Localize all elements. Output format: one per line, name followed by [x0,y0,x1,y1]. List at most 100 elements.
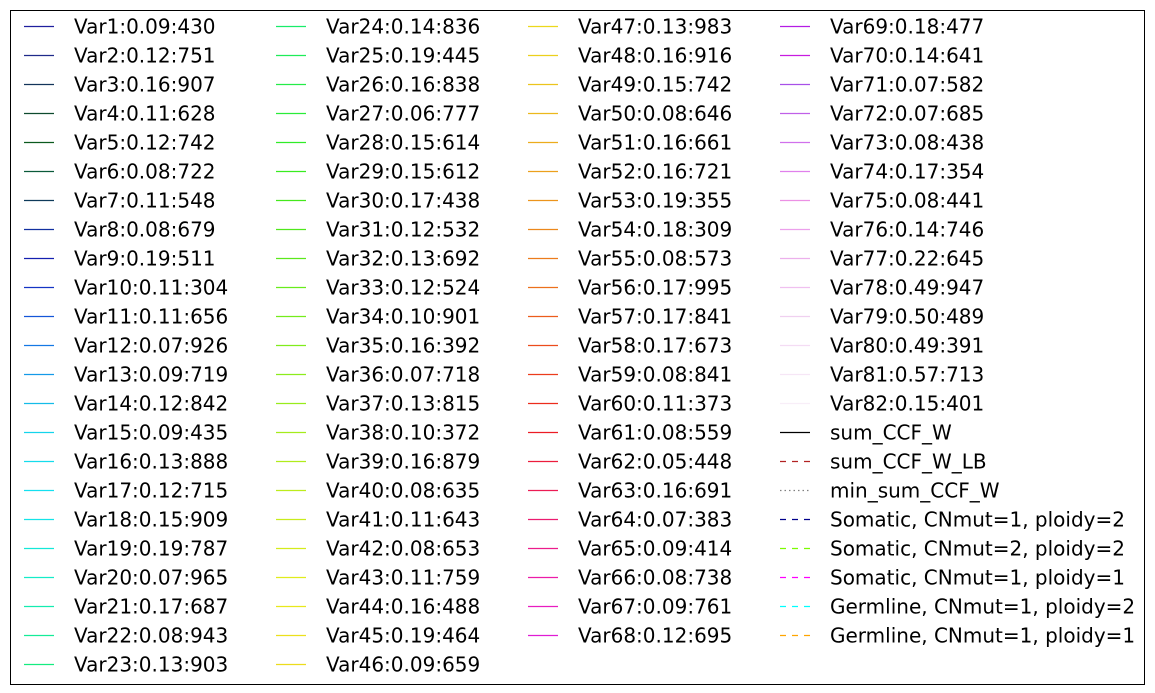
legend-label: Var75:0.08:441 [830,189,984,213]
legend-label: Var14:0.12:842 [74,392,228,416]
legend-entry: Var48:0.16:916 [528,44,732,68]
legend-entry: Var18:0.15:909 [24,508,228,532]
legend-label: Var78:0.49:947 [830,276,984,300]
legend-label: Var81:0.57:713 [830,363,984,387]
legend-entry: Var72:0.07:685 [780,102,984,126]
legend-label: Var56:0.17:995 [578,276,732,300]
legend-entry: Var24:0.14:836 [276,15,480,39]
legend-label: Var30:0.17:438 [326,189,480,213]
legend-label: Var34:0.10:901 [326,305,480,329]
legend-label: Var38:0.10:372 [326,421,480,445]
legend-label: Var53:0.19:355 [578,189,732,213]
legend-label: Var40:0.08:635 [326,479,480,503]
legend-label: Var24:0.14:836 [326,15,480,39]
legend-label: Var79:0.50:489 [830,305,984,329]
legend-label: Var20:0.07:965 [74,566,228,590]
legend-entry: Germline, CNmut=1, ploidy=2 [780,595,1135,619]
legend-entry: Var53:0.19:355 [528,189,732,213]
legend-label: Var21:0.17:687 [74,595,228,619]
legend-label: Var10:0.11:304 [74,276,228,300]
legend-label: Var51:0.16:661 [578,131,732,155]
legend-label: Var46:0.09:659 [326,653,480,677]
legend-label: Var31:0.12:532 [326,218,480,242]
legend-label: Var74:0.17:354 [830,160,984,184]
legend-entry: Var34:0.10:901 [276,305,480,329]
legend-label: Var58:0.17:673 [578,334,732,358]
legend-entry: Somatic, CNmut=2, ploidy=2 [780,537,1125,561]
legend-entry: Var64:0.07:383 [528,508,732,532]
legend-label: Somatic, CNmut=1, ploidy=1 [830,566,1125,590]
legend-label: Var15:0.09:435 [74,421,228,445]
legend-entry: Var77:0.22:645 [780,247,984,271]
legend-entry: Var30:0.17:438 [276,189,480,213]
legend-entry: Var47:0.13:983 [528,15,732,39]
legend-label: Var18:0.15:909 [74,508,228,532]
legend-label: Var71:0.07:582 [830,73,984,97]
legend-label: Var11:0.11:656 [74,305,228,329]
legend-label: Var50:0.08:646 [578,102,732,126]
legend-entry: Var65:0.09:414 [528,537,732,561]
legend-entry: Var52:0.16:721 [528,160,732,184]
legend-label: Var7:0.11:548 [74,189,216,213]
legend-label: Var77:0.22:645 [830,247,984,271]
legend-entry: Var43:0.11:759 [276,566,480,590]
legend-entry: Var33:0.12:524 [276,276,480,300]
legend-label: Var61:0.08:559 [578,421,732,445]
legend-label: Var44:0.16:488 [326,595,480,619]
legend-entry: Var58:0.17:673 [528,334,732,358]
legend-frame [10,10,1145,685]
legend-label: sum_CCF_W [830,421,952,445]
legend-entry: Var7:0.11:548 [24,189,216,213]
legend-entry: Somatic, CNmut=1, ploidy=2 [780,508,1125,532]
legend-entry: Var32:0.13:692 [276,247,480,271]
legend-entry: Var12:0.07:926 [24,334,228,358]
legend-label: Var60:0.11:373 [578,392,732,416]
legend-label: Var37:0.13:815 [326,392,480,416]
legend-entry: Var66:0.08:738 [528,566,732,590]
legend-entry: Var27:0.06:777 [276,102,480,126]
legend-label: Var63:0.16:691 [578,479,732,503]
legend-entry: Var41:0.11:643 [276,508,480,532]
legend-label: Var26:0.16:838 [326,73,480,97]
legend-entry: Var50:0.08:646 [528,102,732,126]
legend-label: Var17:0.12:715 [74,479,228,503]
legend-label: Germline, CNmut=1, ploidy=2 [830,595,1135,619]
legend-label: Var22:0.08:943 [74,624,228,648]
legend-label: Var33:0.12:524 [326,276,480,300]
legend-entry: Var37:0.13:815 [276,392,480,416]
legend-entry: Var60:0.11:373 [528,392,732,416]
legend-entry: Var29:0.15:612 [276,160,480,184]
legend-entry: Var5:0.12:742 [24,131,216,155]
legend-entry: Var49:0.15:742 [528,73,732,97]
legend-label: Var64:0.07:383 [578,508,732,532]
legend-entry: Var70:0.14:641 [780,44,984,68]
legend-label: Var42:0.08:653 [326,537,480,561]
legend-label: Var52:0.16:721 [578,160,732,184]
legend-label: Var2:0.12:751 [74,44,216,68]
legend-entry: sum_CCF_W_LB [780,450,987,474]
legend-label: Var57:0.17:841 [578,305,732,329]
legend-entries: Var1:0.09:430 Var2:0.12:751 Var3:0.16:907 V… [24,15,1135,677]
legend-entry: Var62:0.05:448 [528,450,732,474]
legend-label: Var35:0.16:392 [326,334,480,358]
legend-label: Var28:0.15:614 [326,131,480,155]
legend-entry: Var40:0.08:635 [276,479,480,503]
legend-label: Var16:0.13:888 [74,450,228,474]
legend-entry: Var9:0.19:511 [24,247,216,271]
legend-label: Var5:0.12:742 [74,131,216,155]
legend-entry: Var2:0.12:751 [24,44,216,68]
legend-entry: Var57:0.17:841 [528,305,732,329]
legend-label: Var41:0.11:643 [326,508,480,532]
legend-entry: Var81:0.57:713 [780,363,984,387]
legend-label: Var3:0.16:907 [74,73,216,97]
legend-label: Var70:0.14:641 [830,44,984,68]
legend-entry: Var1:0.09:430 [24,15,216,39]
legend-entry: Var28:0.15:614 [276,131,480,155]
legend-entry: Var19:0.19:787 [24,537,228,561]
legend-entry: Var21:0.17:687 [24,595,228,619]
legend-label: Var80:0.49:391 [830,334,984,358]
legend-label: Var39:0.16:879 [326,450,480,474]
legend-label: Var48:0.16:916 [578,44,732,68]
legend-entry: Var15:0.09:435 [24,421,228,445]
legend-entry: Var14:0.12:842 [24,392,228,416]
